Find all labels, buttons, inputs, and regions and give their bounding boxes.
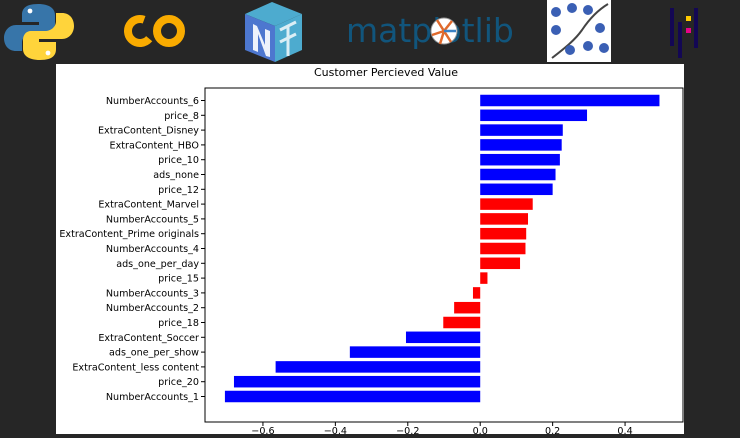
matplotlib-wordmark: matplotlib — [346, 11, 514, 50]
category-label: NumberAccounts_4 — [106, 244, 199, 255]
bar-numberaccounts-5 — [480, 213, 529, 225]
category-label: ExtraContent_HBO — [110, 140, 200, 151]
numpy-logo — [245, 2, 302, 62]
bar-price-10 — [480, 153, 560, 166]
bar-extracontent-less-content — [275, 361, 481, 373]
bar-price-12 — [480, 183, 553, 196]
category-label: ExtraContent_Soccer — [98, 333, 199, 344]
category-label: price_20 — [158, 377, 199, 388]
category-label: price_8 — [164, 111, 199, 122]
x-tick-label: −0.4 — [324, 426, 347, 434]
x-tick-label: −0.2 — [396, 426, 419, 434]
category-label: ExtraContent_Prime originals — [59, 229, 199, 240]
pandas-logo — [670, 8, 698, 58]
category-label: price_18 — [158, 318, 199, 329]
category-label: NumberAccounts_5 — [106, 214, 199, 225]
bar-ads-one-per-show — [349, 346, 481, 358]
bar-extracontent-prime-originals — [480, 227, 527, 240]
bar-extracontent-hbo — [480, 139, 562, 151]
category-label: ExtraContent_Disney — [98, 126, 199, 137]
bar-numberaccounts-4 — [480, 242, 526, 255]
category-label: NumberAccounts_2 — [106, 303, 199, 314]
x-tick-label: 0.2 — [545, 426, 560, 434]
seaborn-logo — [547, 0, 611, 62]
chart-panel: Customer Percieved Value NumberAccounts_… — [56, 64, 684, 437]
logo-bar: matplotlib — [4, 0, 698, 62]
category-label: price_10 — [158, 155, 199, 166]
category-label: NumberAccounts_6 — [106, 96, 199, 107]
bar-numberaccounts-3 — [472, 287, 481, 299]
colab-logo — [124, 15, 185, 47]
bars-group — [224, 94, 660, 403]
x-tick-label: 0.4 — [617, 426, 632, 434]
x-tick-label: 0.0 — [473, 426, 488, 434]
category-label: price_12 — [158, 185, 199, 196]
category-label: NumberAccounts_1 — [106, 392, 199, 403]
bar-extracontent-marvel — [480, 198, 533, 210]
bar-extracontent-disney — [480, 124, 563, 136]
x-axis-ticks: −0.6 −0.4 −0.2 0.0 0.2 0.4 — [251, 422, 633, 437]
category-label: ExtraContent_Marvel — [98, 200, 199, 211]
category-label: ads_none — [153, 170, 199, 181]
chart-title: Customer Percieved Value — [314, 66, 458, 79]
bar-extracontent-soccer — [405, 331, 481, 344]
category-label: ads_one_per_day — [116, 259, 199, 270]
python-logo — [4, 4, 74, 60]
bar-numberaccounts-2 — [454, 301, 481, 314]
bar-numberaccounts-1 — [224, 390, 481, 403]
bar-chart: Customer Percieved Value NumberAccounts_… — [59, 66, 684, 437]
bar-price-18 — [443, 316, 481, 329]
plot-area — [204, 87, 684, 423]
category-label: ExtraContent_less content — [72, 362, 199, 373]
bar-price-8 — [480, 109, 588, 122]
bar-ads-none — [480, 168, 556, 181]
category-labels: NumberAccounts_6 price_8 ExtraContent_Disn… — [59, 96, 205, 403]
bar-price-15 — [480, 272, 488, 284]
category-label: NumberAccounts_3 — [106, 288, 199, 299]
category-label: ads_one_per_show — [109, 348, 199, 359]
bar-numberaccounts-6 — [480, 94, 660, 107]
category-label: price_15 — [158, 274, 199, 285]
x-tick-label: −0.6 — [251, 426, 274, 434]
bar-ads-one-per-day — [480, 257, 521, 270]
matplotlib-logo: matplotlib — [346, 11, 514, 50]
bar-price-20 — [233, 375, 481, 388]
